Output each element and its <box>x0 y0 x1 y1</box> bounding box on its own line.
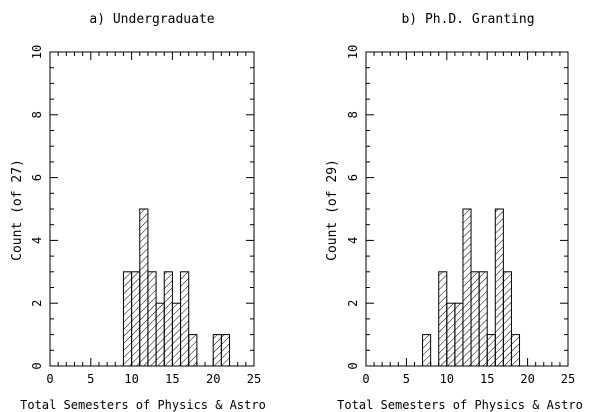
y-axis-label: Count (of 29) <box>325 159 340 261</box>
plot-frame <box>365 51 569 367</box>
histogram-bar <box>180 271 190 367</box>
x-tick-label: 20 <box>206 372 220 386</box>
histogram-bar <box>494 208 504 367</box>
histogram-bar <box>212 334 222 367</box>
y-tick-label: 0 <box>30 362 44 369</box>
bars-group <box>422 208 521 367</box>
x-tick-label: 15 <box>165 372 179 386</box>
panel-title: a) Undergraduate <box>89 12 214 27</box>
y-tick-label: 4 <box>346 237 360 244</box>
y-tick-label: 6 <box>30 174 44 181</box>
histogram-bar <box>139 208 149 367</box>
y-tick-label: 0 <box>346 362 360 369</box>
x-tick-label: 10 <box>124 372 138 386</box>
panel-undergraduate: a) Undergraduate Count (of 27) Total Sem… <box>10 12 266 412</box>
histogram-bar <box>163 271 173 367</box>
histogram-bar <box>220 334 231 367</box>
ticks-group <box>49 51 255 367</box>
histogram-bar <box>478 271 488 367</box>
histogram-bar <box>422 334 432 367</box>
x-tick-label: 20 <box>520 372 534 386</box>
histogram-bar <box>462 208 472 367</box>
histogram-bar <box>122 271 133 367</box>
y-tick-label: 2 <box>346 300 360 307</box>
x-tick-label: 25 <box>561 372 575 386</box>
histogram-bar <box>454 302 464 367</box>
y-tick-label: 4 <box>30 237 44 244</box>
y-axis-label: Count (of 27) <box>10 159 25 261</box>
histogram-bar <box>155 302 165 367</box>
panel-phd-granting: b) Ph.D. Granting Count (of 29) Total Se… <box>325 12 583 412</box>
histogram-bar <box>147 271 157 367</box>
y-tick-label: 8 <box>346 111 360 118</box>
x-axis-label: Total Semesters of Physics & Astro <box>337 398 583 412</box>
x-axis-label: Total Semesters of Physics & Astro <box>20 398 266 412</box>
y-tick-label: 2 <box>30 300 44 307</box>
x-tick-label: 5 <box>403 372 410 386</box>
plot-frame <box>49 51 255 367</box>
histogram-bar <box>438 271 448 367</box>
panel-title: b) Ph.D. Granting <box>401 12 534 27</box>
y-tick-label: 8 <box>30 111 44 118</box>
bars-group <box>122 208 231 367</box>
x-tick-label: 5 <box>87 372 94 386</box>
histogram-bar <box>131 271 141 367</box>
histogram-bar <box>171 302 182 367</box>
y-tick-label: 6 <box>346 174 360 181</box>
histogram-bar <box>502 271 512 367</box>
x-tick-label: 15 <box>480 372 494 386</box>
histogram-bar <box>486 334 496 367</box>
histogram-bar <box>188 334 198 367</box>
y-tick-label: 10 <box>30 45 44 59</box>
x-tick-label: 25 <box>247 372 261 386</box>
histogram-bar <box>510 334 521 367</box>
y-tick-label: 10 <box>346 45 360 59</box>
histogram-bar <box>446 302 456 367</box>
x-tick-label: 10 <box>440 372 454 386</box>
histogram-bar <box>470 271 480 367</box>
x-tick-label: 0 <box>46 372 53 386</box>
x-tick-label: 0 <box>362 372 369 386</box>
